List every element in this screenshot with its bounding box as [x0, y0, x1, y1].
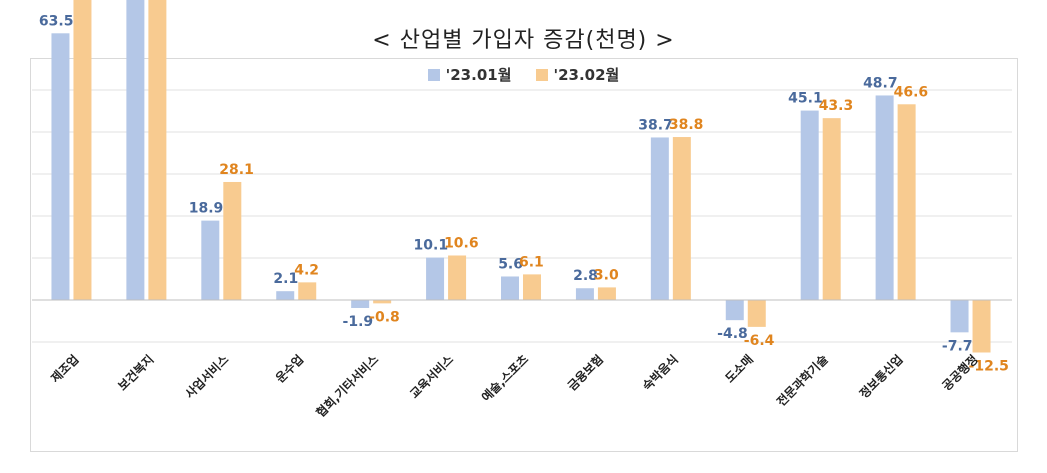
bar-series-1-9	[725, 300, 744, 321]
legend: '23.01월 '23.02월	[0, 64, 1047, 85]
data-label-series-2-8: 38.8	[669, 117, 704, 133]
bar-series-1-2	[201, 220, 220, 300]
bar-series-2-5	[448, 255, 467, 300]
category-label-10: 전문과학기술	[773, 352, 830, 409]
chart-area	[30, 58, 1018, 452]
chart-title: < 산업별 가입자 증감(천명) >	[372, 28, 675, 53]
data-label-series-2-10: 43.3	[819, 98, 854, 114]
bar-series-2-11	[897, 104, 916, 300]
data-label-series-1-2: 18.9	[189, 201, 224, 217]
data-label-series-1-7: 2.8	[573, 268, 598, 284]
data-label-series-1-6: 5.6	[498, 256, 523, 272]
category-label-5: 교육서비스	[407, 352, 457, 402]
bar-series-2-0	[73, 0, 92, 300]
bar-series-1-7	[575, 288, 594, 300]
legend-item-series-2: '23.02월	[535, 64, 620, 85]
bar-series-1-0	[51, 33, 70, 301]
data-label-series-2-7: 3.0	[594, 267, 619, 283]
data-label-series-1-4: -1.9	[343, 314, 374, 330]
category-label-8: 숙박음식	[639, 352, 681, 394]
bar-series-2-2	[223, 181, 242, 300]
bar-series-2-9	[747, 300, 766, 327]
data-label-series-2-5: 10.6	[444, 235, 479, 251]
data-label-series-1-10: 45.1	[788, 91, 823, 107]
category-label-7: 금융보험	[564, 352, 606, 394]
bar-series-1-11	[875, 95, 894, 301]
legend-label-series-2: '23.02월	[553, 66, 620, 84]
category-label-11: 정보통신업	[856, 352, 906, 402]
bar-series-1-10	[800, 110, 819, 300]
bar-series-1-5	[426, 257, 445, 300]
bar-series-2-3	[298, 282, 317, 300]
data-label-series-1-0: 63.5	[39, 13, 74, 29]
data-label-series-1-11: 48.7	[863, 75, 898, 91]
bar-series-2-12	[972, 300, 991, 353]
category-label-0: 제조업	[48, 352, 81, 385]
bar-series-2-7	[597, 287, 616, 300]
bar-series-1-6	[501, 276, 519, 300]
legend-swatch-series-2	[535, 68, 548, 81]
data-label-series-2-4: -0.8	[369, 309, 400, 325]
category-label-2: 사업서비스	[182, 352, 232, 402]
bar-series-1-1	[126, 0, 145, 301]
legend-item-series-1: '23.01월	[427, 64, 512, 85]
category-label-1: 보건복지	[115, 352, 157, 394]
data-label-series-2-12: -12.5	[969, 359, 1009, 375]
bar-series-2-4	[373, 300, 392, 304]
bar-series-1-8	[650, 137, 669, 300]
legend-label-series-1: '23.01월	[445, 66, 512, 84]
bar-series-2-1	[148, 0, 167, 300]
data-label-series-2-2: 28.1	[219, 162, 254, 178]
category-label-6: 예술,스포츠	[478, 352, 531, 405]
bar-series-1-3	[276, 291, 295, 300]
category-label-3: 운수업	[272, 352, 306, 386]
category-label-4: 협회,기타서비스	[313, 352, 381, 420]
data-label-series-1-3: 2.1	[273, 271, 298, 287]
bar-series-2-6	[523, 274, 541, 300]
category-label-9: 도소매	[722, 352, 756, 386]
bar-series-2-8	[672, 137, 691, 300]
data-label-series-1-5: 10.1	[414, 238, 449, 254]
data-label-series-2-11: 46.6	[894, 84, 929, 100]
data-label-series-1-8: 38.7	[638, 117, 673, 133]
legend-swatch-series-1	[427, 68, 440, 81]
data-label-series-2-3: 4.2	[294, 262, 319, 278]
data-label-series-2-6: 6.1	[519, 254, 544, 270]
bar-series-1-12	[950, 300, 969, 333]
data-label-series-1-12: -7.7	[942, 338, 973, 354]
bar-series-2-10	[822, 118, 841, 300]
data-label-series-2-9: -6.4	[744, 333, 775, 349]
bar-series-1-4	[351, 300, 370, 308]
data-label-series-1-9: -4.8	[717, 326, 748, 342]
